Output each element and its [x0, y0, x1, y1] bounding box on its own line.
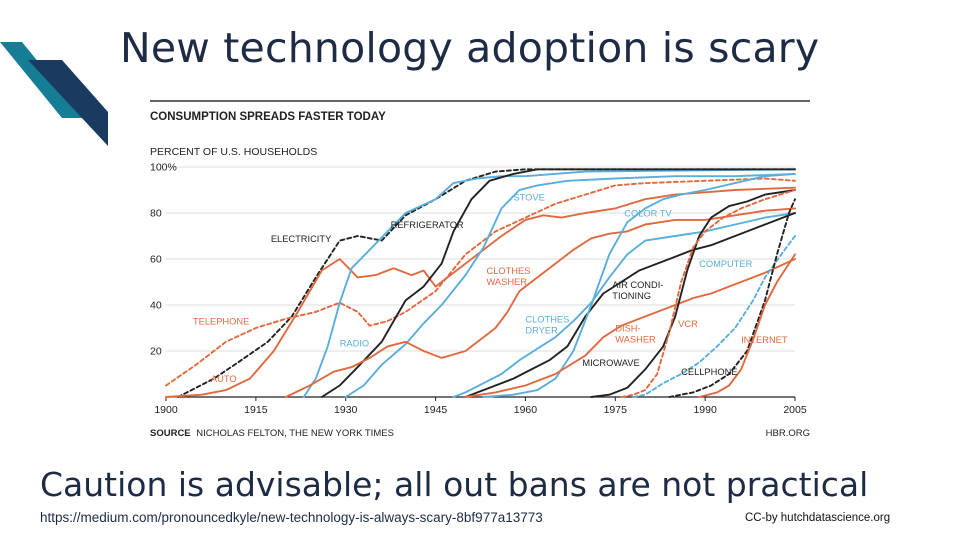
series-line-internet — [698, 253, 796, 398]
series-label-line: CLOTHES — [486, 266, 530, 276]
series-label-line: CELLPHONE — [681, 367, 737, 377]
series-label-electricity: ELECTRICITY — [271, 234, 331, 244]
series-label-radio: RADIO — [340, 338, 369, 348]
series-label-color-tv: COLOR TV — [624, 208, 672, 218]
chevron-teal-shape — [0, 42, 84, 118]
series-label-cellphone: CELLPHONE — [681, 367, 737, 377]
series-label-line: WASHER — [486, 277, 527, 287]
series-line-color-tv — [482, 172, 796, 398]
series-label-line: ELECTRICITY — [271, 234, 331, 244]
y-tick-label: 20 — [150, 346, 162, 358]
series-line-auto — [165, 186, 796, 398]
series-label-line: DRYER — [525, 325, 558, 335]
series-label-clothes-dryer: CLOTHES DRYER — [525, 314, 569, 335]
series-label-dishwasher: DISH-WASHER — [615, 323, 656, 344]
source-text: NICHOLAS FELTON, THE NEW YORK TIMES — [196, 428, 394, 439]
y-tick-label: 80 — [150, 208, 162, 220]
series-label-microwave: MICROWAVE — [582, 358, 639, 368]
x-tick-label: 1960 — [514, 404, 538, 416]
series-label-line: VCR — [678, 319, 698, 329]
series-label-refrigerator: REFRIGERATOR — [391, 220, 464, 230]
y-tick-label: 60 — [150, 254, 162, 266]
series-line-computer — [632, 235, 796, 398]
series-line-air-conditioning — [464, 212, 796, 398]
series-line-radio — [302, 168, 796, 398]
series-label-line: RADIO — [340, 338, 369, 348]
gridlines — [165, 166, 796, 401]
source-url-link[interactable]: https://medium.com/pronouncedkyle/new-te… — [40, 510, 543, 525]
series-label-line: MICROWAVE — [582, 358, 639, 368]
source-label: SOURCE NICHOLAS FELTON, THE NEW YORK TIM… — [150, 428, 394, 439]
series-label-telephone: TELEPHONE — [193, 317, 249, 327]
series-label-line: DISH- — [615, 323, 640, 333]
corner-chevron-decoration — [0, 42, 108, 146]
series-label-line: AUTO — [211, 374, 237, 384]
series-labels: ELECTRICITY TELEPHONE AUTO RADIO REFRIGERATO… — [193, 192, 788, 384]
chart-container: CONSUMPTION SPREADS FASTER TODAY PERCENT… — [146, 98, 816, 448]
series-label-computer: COMPUTER — [699, 259, 752, 269]
series-label-vcr: VCR — [678, 319, 698, 329]
series-line-cellphone — [668, 198, 796, 398]
adoption-line-chart: CONSUMPTION SPREADS FASTER TODAY PERCENT… — [150, 100, 810, 439]
site-label: HBR.ORG — [766, 428, 810, 439]
x-tick-label: 1930 — [334, 404, 358, 416]
series-label-air-conditioning: AIR CONDI-TIONING — [612, 280, 663, 301]
series-label-line: WASHER — [615, 334, 656, 344]
series-line-clothes-washer — [284, 207, 796, 398]
slide-title: New technology adoption is scary — [120, 24, 820, 72]
series-line-stove — [344, 172, 796, 398]
series-label-line: CLOTHES — [525, 314, 569, 324]
credit-text: CC-by hutchdatascience.org — [745, 512, 891, 524]
y-tick-label: 40 — [150, 300, 162, 312]
series-label-internet: INTERNET — [741, 335, 788, 345]
x-tick-label: 1975 — [604, 404, 628, 416]
series-label-line: REFRIGERATOR — [391, 220, 464, 230]
slide-caption: Caution is advisable; all out bans are n… — [40, 465, 869, 504]
chevron-dark-shape — [28, 60, 108, 146]
series-label-line: INTERNET — [741, 335, 788, 345]
y-tick-labels: 20 40 60 80 100% — [150, 162, 177, 358]
series-line-vcr — [620, 189, 796, 398]
series-line-telephone — [165, 177, 796, 387]
series-line-electricity — [177, 168, 796, 398]
chart-title: CONSUMPTION SPREADS FASTER TODAY — [150, 111, 386, 123]
series-label-line: TIONING — [612, 291, 651, 301]
series-label-clothes-washer: CLOTHES WASHER — [486, 266, 530, 287]
series-line-microwave — [590, 189, 796, 398]
series-label-line: AIR CONDI- — [612, 280, 663, 290]
series-line-dishwasher — [464, 258, 796, 398]
series-label-line: COMPUTER — [699, 259, 752, 269]
y-axis-label: PERCENT OF U.S. HOUSEHOLDS — [150, 146, 317, 158]
x-tick-label: 1945 — [424, 404, 448, 416]
series-label-stove: STOVE — [513, 192, 544, 202]
series-label-line: STOVE — [513, 192, 544, 202]
x-tick-label: 2005 — [783, 404, 807, 416]
x-tick-labels: 1900 1915 1930 1945 1960 1975 1990 2005 — [154, 404, 807, 416]
x-tick-label: 1900 — [154, 404, 178, 416]
x-tick-label: 1915 — [244, 404, 268, 416]
series-label-line: TELEPHONE — [193, 317, 249, 327]
series-lines — [165, 168, 796, 398]
series-label-line: COLOR TV — [624, 208, 672, 218]
source-prefix: SOURCE — [150, 428, 191, 439]
y-tick-label: 100% — [150, 162, 177, 174]
series-label-auto: AUTO — [211, 374, 237, 384]
x-tick-label: 1990 — [693, 404, 717, 416]
